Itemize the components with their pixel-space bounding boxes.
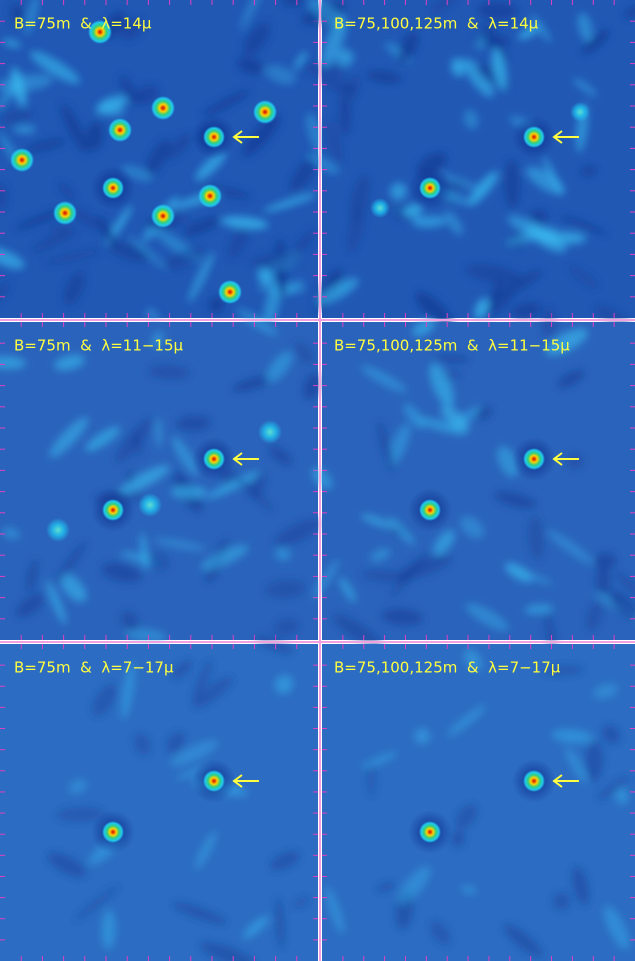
figure: B=75m & λ=14μ B=75,100,125m & λ=14μ B=75…: [0, 0, 635, 961]
side-lobe: [138, 493, 162, 517]
side-lobe: [253, 100, 277, 124]
source: [419, 499, 441, 521]
side-lobe: [10, 148, 34, 172]
panel: [0, 0, 331, 333]
panel: [299, 0, 635, 334]
side-lobe: [151, 96, 175, 120]
source: [203, 448, 225, 470]
panel-label: B=75,100,125m & λ=11−15μ: [334, 337, 570, 355]
panel-label: B=75,100,125m & λ=14μ: [334, 15, 539, 33]
source: [523, 126, 545, 148]
panel-background: [0, 644, 318, 961]
source: [523, 770, 545, 792]
panel-label: B=75m & λ=11−15μ: [14, 337, 184, 355]
panel-label: B=75m & λ=14μ: [14, 15, 152, 33]
panel: [308, 307, 635, 671]
source: [102, 821, 124, 843]
side-lobe: [108, 118, 132, 142]
source: [203, 770, 225, 792]
source: [102, 177, 124, 199]
panel: [0, 305, 325, 645]
panel: [322, 644, 635, 961]
source: [419, 177, 441, 199]
source: [203, 126, 225, 148]
side-lobe: [53, 201, 77, 225]
side-lobe: [218, 280, 242, 304]
source: [419, 821, 441, 843]
source: [523, 448, 545, 470]
side-lobe: [370, 198, 390, 218]
side-lobe: [570, 102, 590, 122]
panel-label: B=75m & λ=7−17μ: [14, 659, 174, 677]
source: [102, 499, 124, 521]
side-lobe: [151, 204, 175, 228]
panel-background: [322, 644, 635, 961]
panel: [0, 633, 318, 961]
panel-label: B=75,100,125m & λ=7−17μ: [334, 659, 561, 677]
side-lobe: [46, 518, 70, 542]
side-lobe: [198, 184, 222, 208]
side-lobe: [258, 420, 282, 444]
